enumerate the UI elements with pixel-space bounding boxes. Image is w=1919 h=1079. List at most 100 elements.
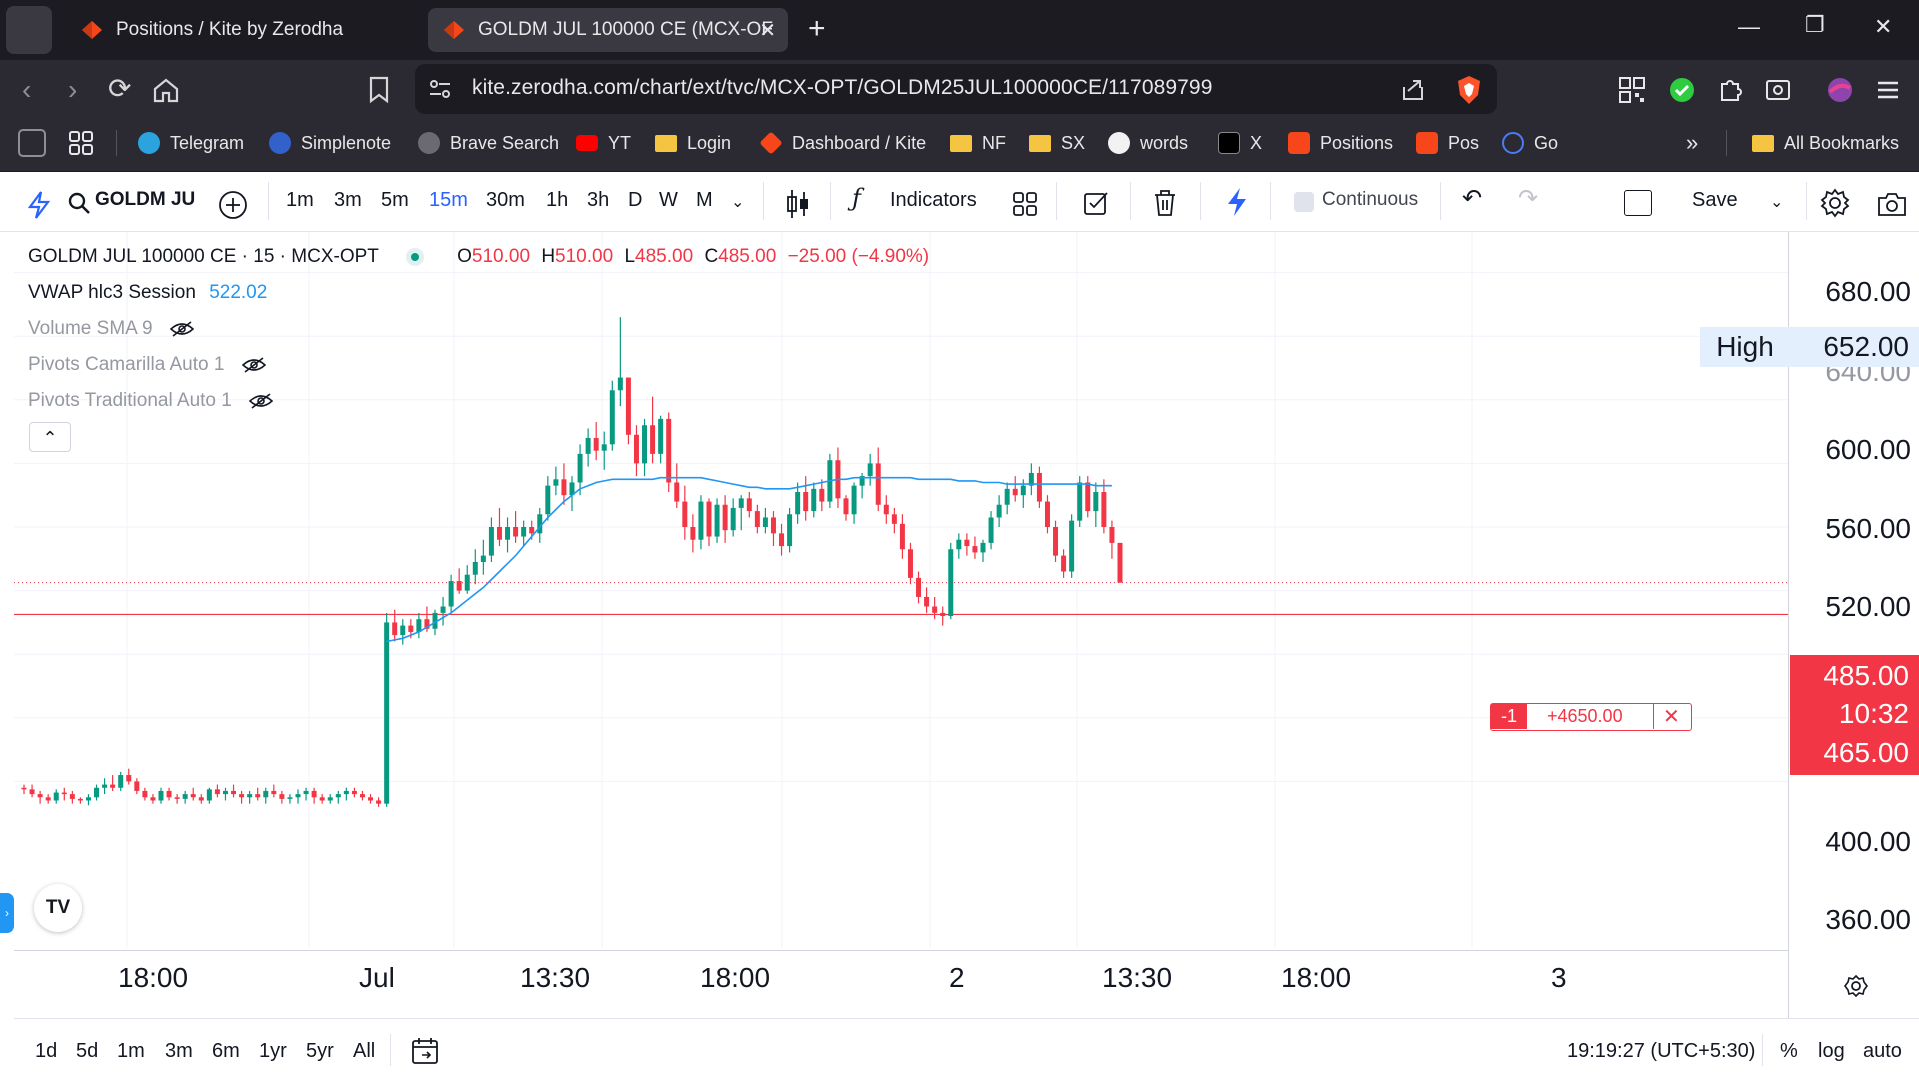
time-axis[interactable] bbox=[14, 950, 1788, 1016]
quick-trade-lightning-icon[interactable] bbox=[1224, 186, 1250, 218]
auto-scale-toggle[interactable]: auto bbox=[1863, 1040, 1902, 1062]
position-line-tag[interactable]: -1 +4650.00 ✕ bbox=[1490, 703, 1692, 731]
extensions-icon[interactable] bbox=[1716, 76, 1744, 104]
bookmark-telegram[interactable]: Telegram bbox=[138, 129, 244, 157]
home-icon[interactable] bbox=[152, 77, 180, 103]
trash-icon[interactable] bbox=[1152, 188, 1178, 218]
status-extension-icon[interactable] bbox=[1668, 76, 1696, 104]
bookmark-positions[interactable]: Positions bbox=[1288, 129, 1393, 157]
back-icon[interactable]: ‹ bbox=[22, 74, 32, 105]
legend-traditional-row[interactable]: Pivots Traditional Auto 1 bbox=[28, 390, 274, 412]
settings-gear-icon[interactable] bbox=[1820, 188, 1850, 218]
hidden-eye-icon[interactable] bbox=[169, 321, 194, 337]
interval-1h[interactable]: 1h bbox=[546, 189, 569, 211]
bookmark-brave-search[interactable]: Brave Search bbox=[418, 129, 559, 157]
alert-checkbox-icon[interactable] bbox=[1082, 189, 1110, 217]
tab-overview-button[interactable] bbox=[6, 6, 52, 54]
clock-timezone[interactable]: 19:19:27 (UTC+5:30) bbox=[1567, 1040, 1756, 1062]
address-bar[interactable] bbox=[415, 64, 1497, 114]
bookmark-page-icon[interactable] bbox=[368, 76, 390, 104]
bookmark-x[interactable]: X bbox=[1218, 129, 1262, 157]
interval-1m[interactable]: 1m bbox=[286, 189, 314, 211]
range-3m[interactable]: 3m bbox=[165, 1040, 193, 1062]
tradingview-logo-icon[interactable]: TV bbox=[34, 884, 82, 932]
interval-15m[interactable]: 15m bbox=[429, 189, 468, 211]
range-1yr[interactable]: 1yr bbox=[259, 1040, 287, 1062]
candle-up bbox=[553, 479, 559, 486]
snapshot-camera-icon[interactable] bbox=[1876, 190, 1908, 218]
compare-add-icon[interactable] bbox=[218, 190, 248, 220]
price-chart[interactable] bbox=[14, 232, 1788, 948]
save-button[interactable]: Save bbox=[1692, 189, 1738, 211]
forward-icon[interactable]: › bbox=[68, 74, 78, 105]
all-bookmarks-folder[interactable]: All Bookmarks bbox=[1752, 129, 1899, 157]
drawing-toolbar-toggle-icon[interactable]: › bbox=[0, 893, 14, 933]
search-icon[interactable] bbox=[68, 192, 90, 214]
percent-scale-toggle[interactable]: % bbox=[1780, 1040, 1798, 1062]
lightning-logo-icon[interactable] bbox=[26, 190, 52, 220]
log-scale-toggle[interactable]: log bbox=[1818, 1040, 1845, 1062]
bookmark-yt[interactable]: YT bbox=[576, 129, 631, 157]
bookmark-pos[interactable]: Pos bbox=[1416, 129, 1479, 157]
bookmark-dashboard-kite[interactable]: Dashboard / Kite bbox=[759, 129, 926, 157]
indicators-fx-icon[interactable]: ƒ bbox=[852, 184, 861, 212]
collapse-legend-button[interactable]: ⌃ bbox=[29, 422, 71, 452]
reload-icon[interactable]: ⟳ bbox=[108, 73, 132, 104]
range-1d[interactable]: 1d bbox=[35, 1040, 58, 1062]
bookmark-nf[interactable]: NF bbox=[950, 129, 1006, 157]
symbol-search-button[interactable]: GOLDM JU bbox=[95, 189, 196, 210]
apps-grid-icon[interactable] bbox=[68, 130, 94, 156]
interval-m[interactable]: M bbox=[696, 189, 713, 211]
more-bookmarks-icon[interactable]: » bbox=[1686, 130, 1699, 155]
layout-icon[interactable] bbox=[1624, 190, 1652, 216]
intervals-dropdown-icon[interactable]: ⌄ bbox=[731, 194, 745, 211]
bookmark-sx[interactable]: SX bbox=[1029, 129, 1085, 157]
interval-3h[interactable]: 3h bbox=[587, 189, 610, 211]
save-dropdown-icon[interactable]: ⌄ bbox=[1770, 194, 1784, 211]
browser-tab-chart[interactable]: GOLDM JUL 100000 CE (MCX-OF ✕ bbox=[428, 8, 788, 52]
range-all[interactable]: All bbox=[353, 1040, 376, 1062]
site-settings-icon[interactable] bbox=[428, 78, 452, 100]
close-tab-icon[interactable]: ✕ bbox=[759, 20, 776, 42]
bookmark-login[interactable]: Login bbox=[655, 129, 731, 157]
share-icon[interactable] bbox=[1400, 77, 1426, 103]
undo-icon[interactable]: ↶ bbox=[1462, 185, 1483, 212]
interval-w[interactable]: W bbox=[659, 189, 678, 211]
templates-icon[interactable] bbox=[1012, 191, 1038, 217]
brave-shields-icon[interactable] bbox=[1456, 75, 1482, 105]
close-window-icon[interactable]: ✕ bbox=[1874, 14, 1893, 39]
axis-settings-icon[interactable] bbox=[1843, 973, 1869, 999]
indicators-button[interactable]: Indicators bbox=[890, 189, 977, 211]
interval-3m[interactable]: 3m bbox=[334, 189, 362, 211]
interval-30m[interactable]: 30m bbox=[486, 189, 525, 211]
browser-tab-positions[interactable]: Positions / Kite by Zerodha bbox=[66, 8, 416, 52]
range-1m[interactable]: 1m bbox=[117, 1040, 145, 1062]
restore-window-icon[interactable]: ❐ bbox=[1805, 12, 1825, 37]
sidebar-toggle-icon[interactable] bbox=[18, 129, 46, 157]
range-5yr[interactable]: 5yr bbox=[306, 1040, 334, 1062]
bookmark-simplenote[interactable]: Simplenote bbox=[269, 129, 391, 157]
legend-volume-sma-row[interactable]: Volume SMA 9 bbox=[28, 318, 194, 340]
close-position-icon[interactable]: ✕ bbox=[1663, 706, 1680, 728]
redo-icon[interactable]: ↷ bbox=[1518, 185, 1539, 212]
go-to-date-calendar-icon[interactable] bbox=[410, 1036, 440, 1066]
profile-avatar-icon[interactable] bbox=[1826, 76, 1854, 104]
market-status-icon[interactable] bbox=[405, 247, 424, 266]
range-6m[interactable]: 6m bbox=[212, 1040, 240, 1062]
hidden-eye-icon[interactable] bbox=[249, 393, 274, 409]
legend-vwap-row[interactable]: VWAP hlc3 Session 522.02 bbox=[28, 282, 267, 304]
hidden-eye-icon[interactable] bbox=[241, 357, 266, 373]
bookmark-words[interactable]: words bbox=[1108, 129, 1188, 157]
range-5d[interactable]: 5d bbox=[76, 1040, 99, 1062]
interval-d[interactable]: D bbox=[628, 189, 643, 211]
interval-5m[interactable]: 5m bbox=[381, 189, 409, 211]
continuous-checkbox[interactable] bbox=[1294, 192, 1314, 212]
new-tab-button[interactable]: + bbox=[808, 12, 826, 45]
legend-camarilla-row[interactable]: Pivots Camarilla Auto 1 bbox=[28, 354, 266, 376]
minimize-window-icon[interactable]: — bbox=[1738, 14, 1760, 39]
menu-icon[interactable] bbox=[1874, 76, 1902, 104]
candles-chart-type-icon[interactable] bbox=[786, 188, 810, 220]
reader-mode-icon[interactable] bbox=[1764, 76, 1792, 104]
qr-code-extension-icon[interactable] bbox=[1618, 76, 1646, 104]
bookmark-go[interactable]: Go bbox=[1502, 129, 1558, 157]
